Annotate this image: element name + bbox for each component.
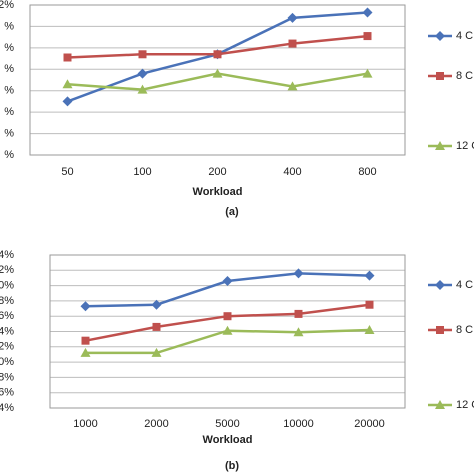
y-tick-label: %	[4, 85, 14, 97]
marker	[223, 312, 232, 321]
marker	[364, 270, 375, 281]
legend-label: 12 C	[456, 140, 474, 152]
marker	[287, 12, 298, 23]
marker	[81, 336, 90, 345]
legend-label: 8 C	[456, 70, 473, 82]
y-tick-label: 8%	[0, 295, 14, 307]
x-tick-label: 100	[133, 166, 151, 178]
legend-label: 12 C	[456, 399, 474, 411]
marker	[293, 268, 304, 279]
marker	[435, 280, 445, 290]
y-tick-label: %	[4, 20, 14, 32]
x-axis-label: Workload	[203, 434, 253, 446]
marker	[288, 39, 297, 48]
marker	[137, 68, 148, 79]
marker	[363, 32, 372, 41]
marker	[362, 7, 373, 18]
x-tick-label: 1000	[73, 418, 97, 430]
caption: (b)	[225, 460, 239, 472]
y-tick-label: 4%	[0, 249, 14, 261]
marker	[436, 326, 444, 334]
y-tick-label: %	[4, 63, 14, 75]
marker	[294, 309, 303, 318]
y-tick-label: 8%	[0, 371, 14, 383]
legend-label: 8 C	[456, 324, 473, 336]
marker	[287, 81, 298, 91]
marker	[62, 96, 73, 107]
plot-border	[29, 4, 406, 156]
marker	[151, 347, 162, 357]
x-tick-label: 20000	[354, 418, 385, 430]
y-tick-label: %	[4, 149, 14, 161]
y-tick-label: %	[4, 42, 14, 54]
y-tick-label: 0%	[0, 356, 14, 368]
y-tick-label: %	[4, 127, 14, 139]
marker	[80, 347, 91, 357]
marker	[151, 299, 162, 310]
x-tick-label: 400	[283, 166, 301, 178]
marker	[365, 300, 374, 309]
y-tick-label: 6%	[0, 387, 14, 399]
marker	[152, 322, 161, 331]
y-tick-label: 0%	[0, 280, 14, 292]
y-tick-label: 4%	[0, 325, 14, 337]
marker	[137, 84, 148, 94]
x-tick-label: 2000	[144, 418, 168, 430]
marker	[222, 276, 233, 287]
marker	[436, 72, 444, 80]
legend-label: 4 C	[456, 279, 473, 291]
x-tick-label: 5000	[215, 418, 239, 430]
marker	[293, 327, 304, 337]
y-tick-label: 4%	[0, 402, 14, 414]
marker	[435, 400, 445, 409]
marker	[364, 324, 375, 334]
x-axis-label: Workload	[193, 186, 243, 198]
marker	[435, 141, 445, 150]
y-tick-label: %	[4, 106, 14, 118]
marker	[63, 53, 72, 62]
marker	[222, 325, 233, 335]
marker	[80, 301, 91, 312]
legend-label: 4 C	[456, 30, 473, 42]
marker	[212, 68, 223, 78]
y-tick-label: 2%	[0, 264, 14, 276]
x-tick-label: 50	[61, 166, 73, 178]
y-tick-label: 2%	[0, 341, 14, 353]
x-tick-label: 10000	[283, 418, 314, 430]
plot-border	[49, 254, 406, 409]
x-tick-label: 800	[358, 166, 376, 178]
caption: (a)	[225, 206, 239, 218]
marker	[213, 50, 222, 59]
series-line	[85, 303, 370, 342]
marker	[435, 31, 445, 41]
x-tick-label: 200	[208, 166, 226, 178]
y-tick-label: 2%	[0, 0, 14, 11]
y-tick-label: 6%	[0, 310, 14, 322]
marker	[62, 79, 73, 89]
marker	[138, 50, 147, 59]
marker	[362, 68, 373, 78]
